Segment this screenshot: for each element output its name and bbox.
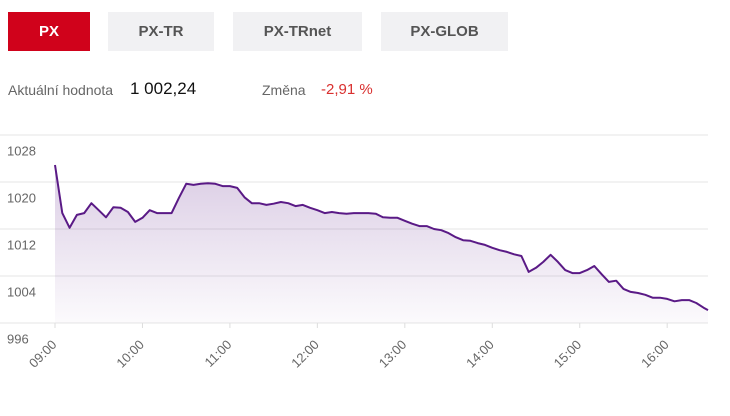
tab[interactable]: PX-GLOB: [381, 12, 508, 51]
y-tick-label: 1004: [7, 284, 36, 299]
tab[interactable]: PX-TR: [108, 12, 214, 51]
change-label: Změna: [262, 82, 306, 98]
value-label: Aktuální hodnota: [8, 82, 114, 98]
x-tick-label: 16:00: [638, 337, 672, 371]
y-tick-label: 996: [7, 331, 29, 346]
value: 1 002,24: [130, 79, 197, 98]
x-tick-label: 15:00: [551, 337, 585, 371]
x-tick-label: 12:00: [288, 337, 322, 371]
line: [54, 164, 709, 311]
change: -2,91 %: [321, 81, 373, 98]
tab[interactable]: PX: [8, 12, 90, 51]
x-tick-label: 09:00: [26, 337, 60, 371]
x-tick-label: 14:00: [463, 337, 497, 371]
tab[interactable]: PX-TRnet: [233, 12, 362, 51]
area: [55, 165, 708, 323]
x-tick-label: 13:00: [376, 337, 410, 371]
y-tick-label: 1028: [7, 143, 36, 158]
y-tick-label: 1012: [7, 237, 36, 252]
y-tick-label: 1020: [7, 190, 36, 205]
x-tick-label: 11:00: [202, 337, 235, 370]
x-tick-label: 10:00: [113, 337, 147, 371]
